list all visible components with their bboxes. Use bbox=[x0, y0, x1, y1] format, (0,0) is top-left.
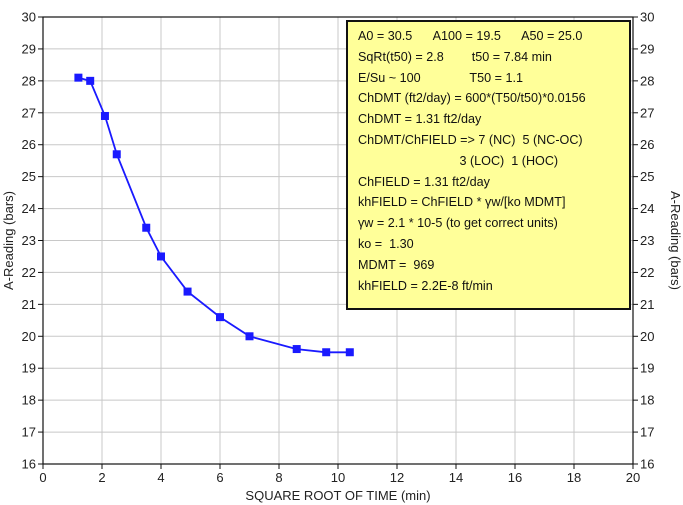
axis-ticks bbox=[38, 16, 638, 469]
annotation-line: SqRt(t50) = 2.8 t50 = 7.84 min bbox=[358, 49, 552, 64]
y-tick-label-left: 25 bbox=[22, 169, 36, 184]
series bbox=[74, 73, 354, 357]
data-point bbox=[216, 313, 224, 322]
y-tick-label-left: 18 bbox=[22, 393, 36, 408]
annotation-line: khFIELD = 2.2E-8 ft/min bbox=[358, 278, 493, 293]
data-point bbox=[86, 76, 95, 85]
annotation-line: ko = 1.30 bbox=[358, 236, 414, 251]
y-tick-label-right: 18 bbox=[640, 393, 654, 408]
data-point bbox=[322, 348, 331, 357]
annotation-line: ChDMT (ft2/day) = 600*(T50/t50)*0.0156 bbox=[358, 91, 586, 106]
y-tick-label-left: 17 bbox=[22, 425, 36, 440]
y-tick-label-left: 23 bbox=[22, 233, 36, 248]
y-tick-label-right: 25 bbox=[640, 169, 654, 184]
y-tick-label-right: 22 bbox=[640, 265, 654, 280]
data-point bbox=[245, 332, 254, 341]
data-point bbox=[112, 150, 121, 159]
x-tick-label: 16 bbox=[508, 470, 522, 485]
y-axis-title-right: A-Reading (bars) bbox=[668, 191, 683, 290]
series-line bbox=[78, 76, 350, 354]
x-tick-label: 6 bbox=[216, 470, 223, 485]
data-point bbox=[345, 348, 354, 357]
x-tick-label: 0 bbox=[39, 470, 46, 485]
y-tick-label-left: 21 bbox=[22, 297, 36, 312]
y-tick-label-right: 19 bbox=[640, 361, 654, 376]
annotation-line: A0 = 30.5 A100 = 19.5 A50 = 25.0 bbox=[358, 29, 583, 43]
annotation-line: MDMT = 969 bbox=[358, 257, 435, 272]
x-tick-label: 20 bbox=[626, 470, 640, 485]
annotation-box: A0 = 30.5 A100 = 19.5 A50 = 25.0 SqRt(t50… bbox=[346, 20, 631, 310]
data-point bbox=[157, 252, 165, 261]
y-tick-label-right: 23 bbox=[640, 233, 654, 248]
y-tick-label-left: 30 bbox=[22, 10, 36, 25]
annotation-line: γw = 2.1 * 10-5 (to get correct units) bbox=[358, 216, 558, 231]
y-tick-label-right: 26 bbox=[640, 137, 654, 152]
x-tick-label: 10 bbox=[331, 470, 345, 485]
y-tick-label-left: 24 bbox=[22, 201, 36, 216]
annotation-line: 3 (LOC) 1 (HOC) bbox=[358, 153, 559, 168]
x-tick-label: 14 bbox=[449, 470, 463, 485]
annotation-line: ChDMT/ChFIELD => 7 (NC) 5 (NC-OC) bbox=[358, 132, 583, 147]
data-point bbox=[142, 223, 151, 232]
annotation-line: ChFIELD = 1.31 ft2/day bbox=[358, 174, 490, 189]
y-tick-label-right: 21 bbox=[640, 297, 654, 312]
y-tick-label-right: 29 bbox=[640, 41, 654, 56]
x-tick-label: 4 bbox=[157, 470, 164, 485]
data-point bbox=[74, 73, 83, 82]
y-tick-label-right: 28 bbox=[640, 73, 654, 88]
data-point bbox=[183, 287, 192, 296]
annotation-line: khFIELD = ChFIELD * γw/[ko MDMT] bbox=[358, 195, 566, 210]
y-tick-label-left: 26 bbox=[22, 137, 36, 152]
y-tick-label-left: 19 bbox=[22, 361, 36, 376]
y-tick-label-left: 27 bbox=[22, 105, 36, 120]
y-tick-label-right: 17 bbox=[640, 425, 654, 440]
y-tick-label-right: 27 bbox=[640, 105, 654, 120]
annotation-line: ChDMT = 1.31 ft2/day bbox=[358, 112, 482, 127]
y-tick-label-right: 16 bbox=[640, 457, 654, 472]
x-tick-label: 8 bbox=[275, 470, 282, 485]
annotation-line: E/Su ~ 100 T50 = 1.1 bbox=[358, 70, 523, 85]
y-tick-label-right: 20 bbox=[640, 329, 654, 344]
y-tick-label-left: 22 bbox=[22, 265, 36, 280]
x-tick-label: 12 bbox=[390, 470, 404, 485]
x-tick-label: 18 bbox=[567, 470, 581, 485]
data-point bbox=[292, 345, 301, 354]
plot-frame bbox=[42, 16, 634, 465]
y-tick-label-left: 16 bbox=[22, 457, 36, 472]
x-tick-label: 2 bbox=[98, 470, 105, 485]
y-tick-label-left: 28 bbox=[22, 73, 36, 88]
y-tick-label-right: 30 bbox=[640, 10, 654, 25]
y-tick-label-right: 24 bbox=[640, 201, 654, 216]
y-tick-label-left: 29 bbox=[22, 41, 36, 56]
x-axis-title: SQUARE ROOT OF TIME (min) bbox=[245, 488, 430, 503]
data-point bbox=[100, 111, 109, 120]
y-axis-title-left: A-Reading (bars) bbox=[1, 191, 16, 290]
y-tick-label-left: 20 bbox=[22, 329, 36, 344]
